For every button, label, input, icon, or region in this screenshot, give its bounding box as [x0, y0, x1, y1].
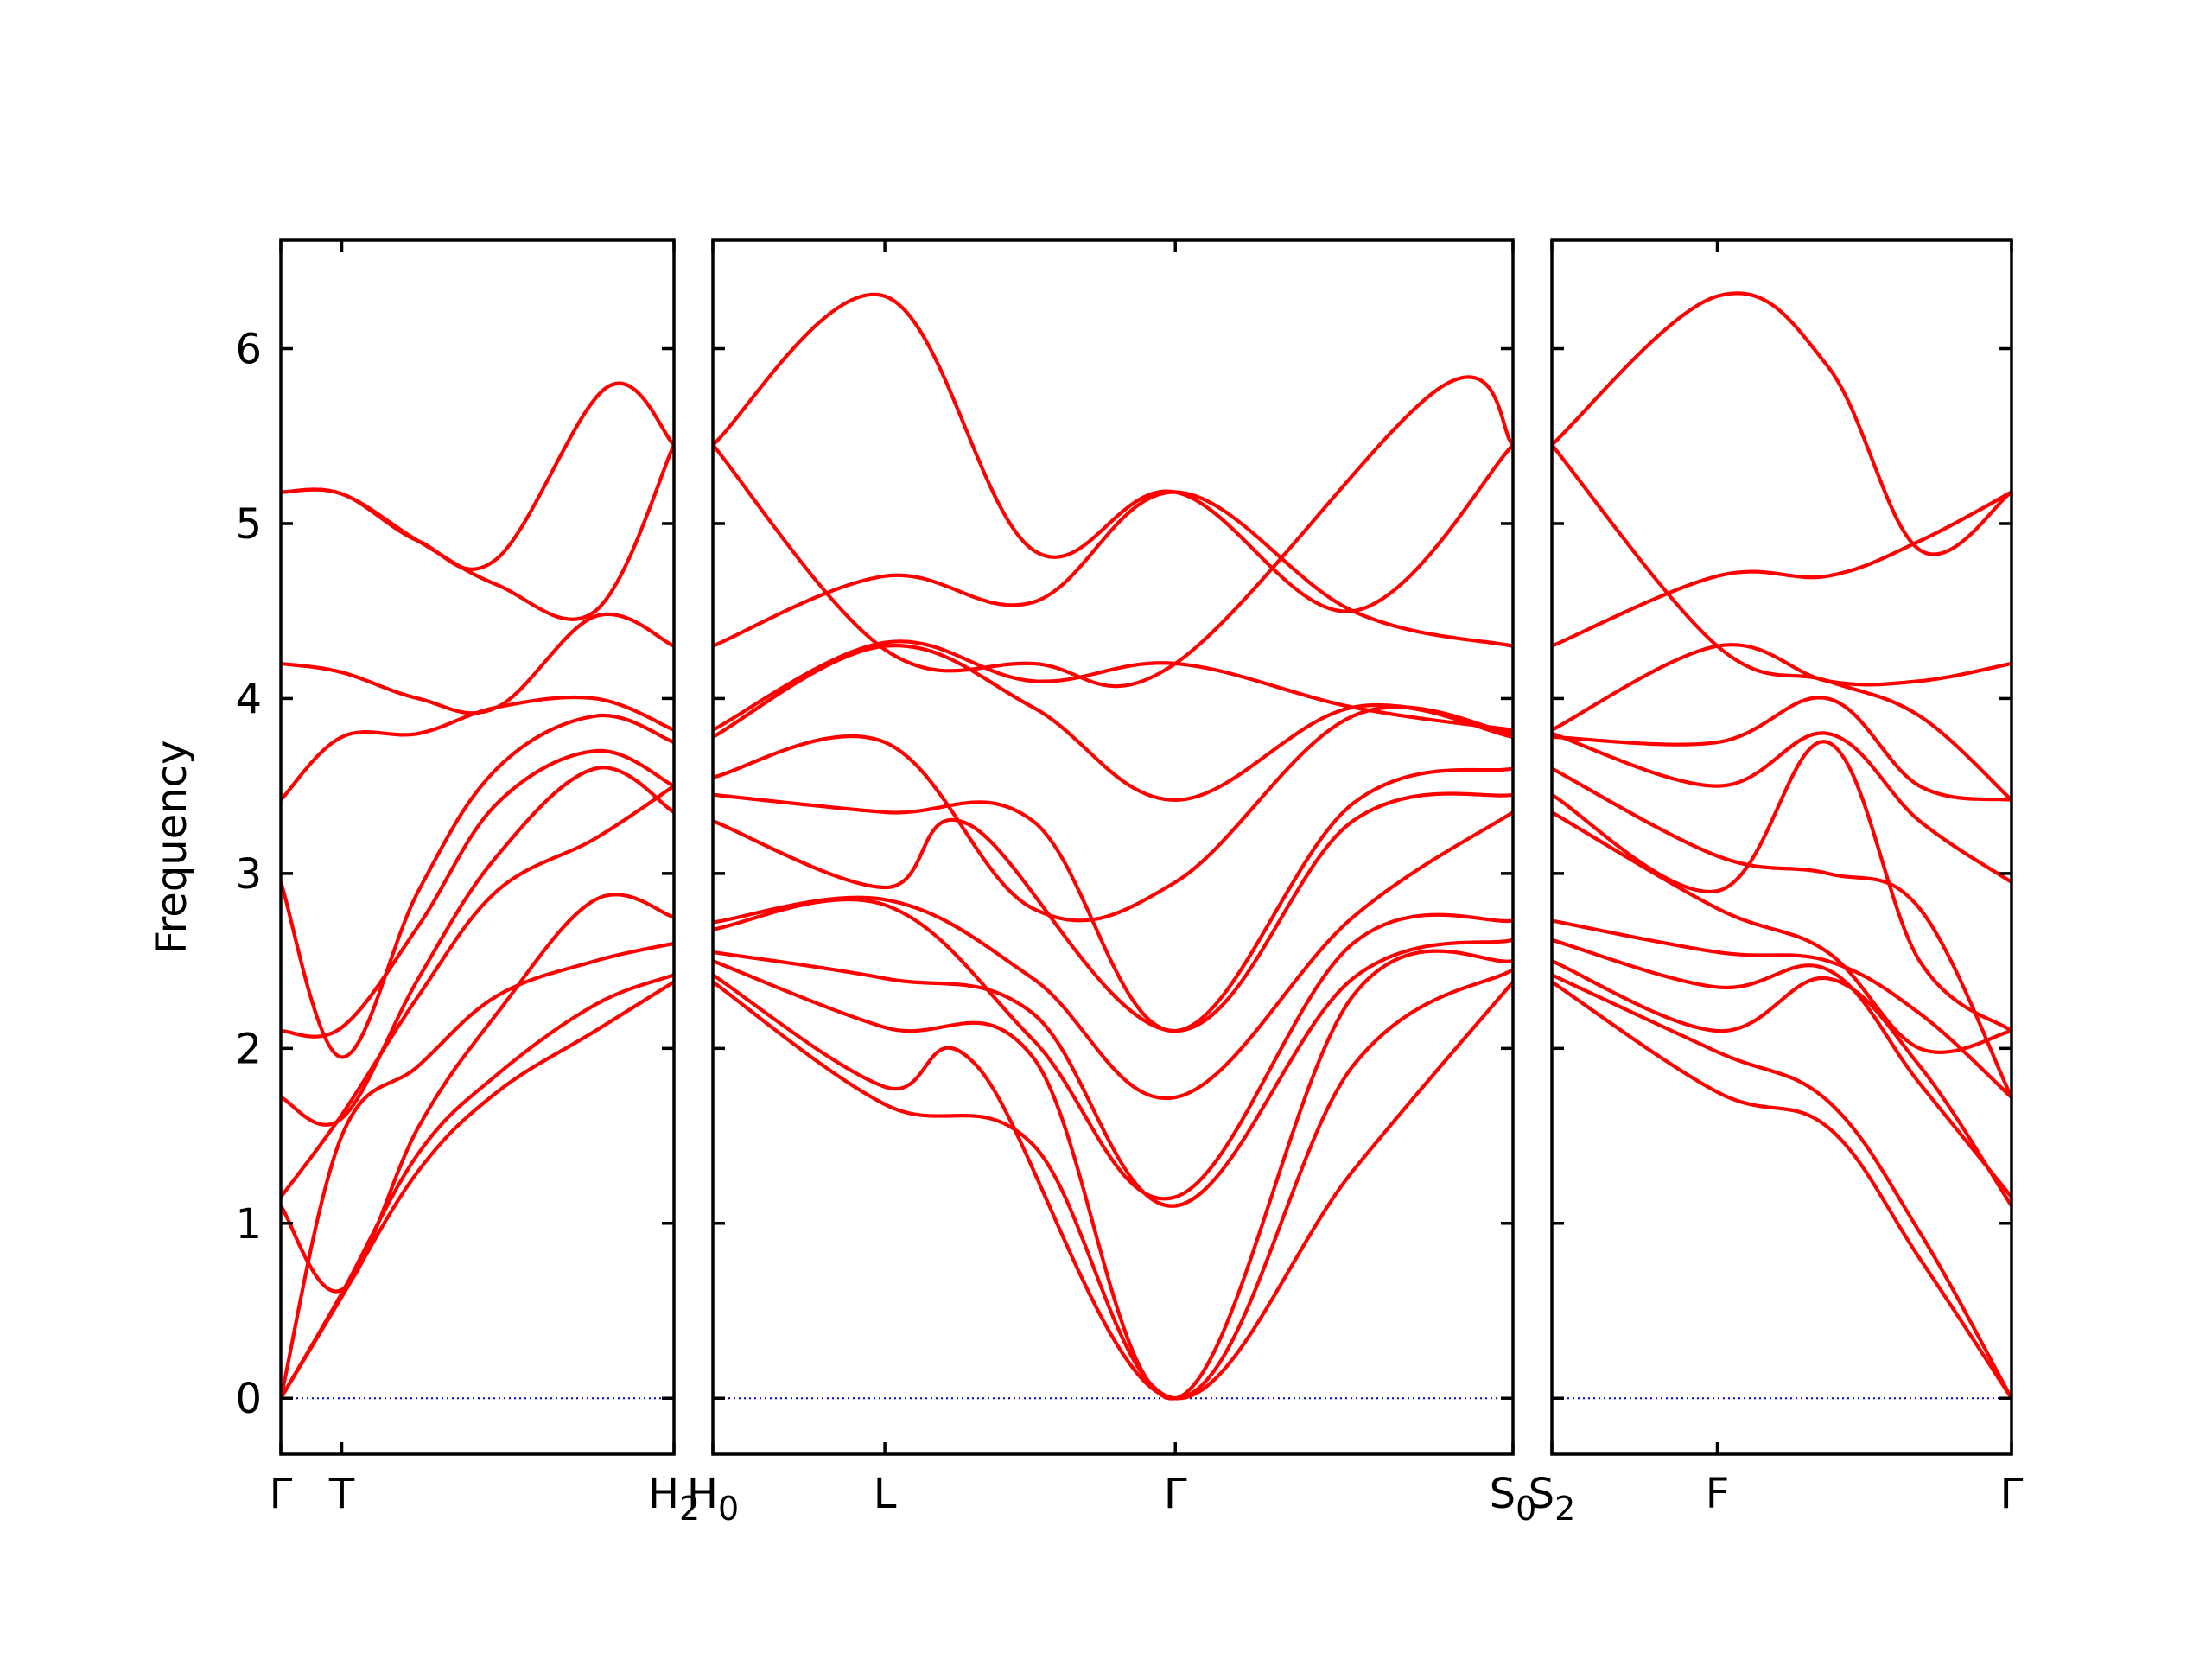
- band-line-1: [713, 980, 1513, 1401]
- band-line-3: [281, 941, 674, 1401]
- panel-frame: [1550, 238, 2013, 1456]
- band-line-7: [1552, 740, 2012, 1033]
- x-tick-label: H0: [687, 1470, 739, 1528]
- bands: [713, 292, 1513, 1401]
- bands: [1552, 291, 2012, 1401]
- band-line-1: [281, 980, 674, 1401]
- band-line-11: [281, 442, 674, 621]
- y-tick-label: 5: [235, 500, 262, 549]
- band-line-2: [713, 968, 1513, 1401]
- band-line-9: [1552, 731, 2012, 885]
- band-line-4: [281, 893, 674, 1294]
- panel-2: H0 L Γ S0: [687, 238, 1537, 1528]
- band-line-2: [1552, 973, 2012, 1401]
- band-line-10: [713, 644, 1513, 802]
- y-axis-label: Frequency: [148, 741, 196, 955]
- panel-frame: [279, 238, 676, 1456]
- band-line-7: [281, 749, 674, 1039]
- band-line-3: [1552, 958, 2012, 1208]
- x-tick-label: T: [328, 1470, 355, 1518]
- x-tick-label: Γ: [2000, 1470, 2024, 1518]
- band-line-10: [281, 612, 674, 715]
- band-line-12: [713, 490, 1513, 648]
- panel-frame: [711, 238, 1515, 1456]
- band-line-1: [1552, 980, 2012, 1401]
- bands: [281, 381, 674, 1401]
- band-line-5: [281, 784, 674, 1199]
- band-line-5: [713, 897, 1513, 1201]
- band-line-8: [1552, 766, 2012, 1100]
- band-line-14: [713, 375, 1513, 689]
- y-tick-label: 0: [235, 1375, 262, 1423]
- band-line-4: [713, 938, 1513, 1208]
- band-line-8: [281, 713, 674, 1059]
- band-line-6: [713, 810, 1513, 1101]
- band-line-13: [1552, 291, 2012, 556]
- x-tick-label: F: [1706, 1470, 1730, 1518]
- panel-3: S2 F Γ: [1529, 238, 2024, 1528]
- y-tick-label: 2: [235, 1025, 262, 1073]
- band-line-5: [1552, 918, 2012, 1100]
- band-line-6: [281, 766, 674, 1127]
- band-line-2: [281, 973, 674, 1401]
- y-tick-label: 6: [235, 326, 262, 374]
- band-line-10: [1552, 696, 2012, 802]
- band-line-12: [281, 381, 674, 571]
- x-tick-label: Γ: [270, 1470, 293, 1518]
- band-line-11: [1552, 643, 2012, 732]
- band-line-9: [281, 695, 674, 802]
- band-line-8: [713, 766, 1513, 1033]
- band-line-3: [713, 949, 1513, 1401]
- band-line-4: [1552, 938, 2012, 1199]
- y-tick-label: 3: [235, 850, 262, 899]
- band-line-7: [713, 791, 1513, 1033]
- band-line-13: [713, 292, 1513, 613]
- y-tick-label: 4: [235, 675, 262, 723]
- band-line-14: [1552, 442, 2012, 802]
- band-line-11: [713, 639, 1513, 732]
- x-tick-label: S0: [1490, 1470, 1537, 1528]
- x-tick-label: Γ: [1164, 1470, 1187, 1518]
- y-tick-label: 1: [235, 1200, 262, 1249]
- band-line-6: [1552, 810, 2012, 1054]
- band-line-12: [1552, 490, 2012, 648]
- x-tick-label: S2: [1529, 1470, 1576, 1528]
- x-tick-label: L: [874, 1470, 897, 1518]
